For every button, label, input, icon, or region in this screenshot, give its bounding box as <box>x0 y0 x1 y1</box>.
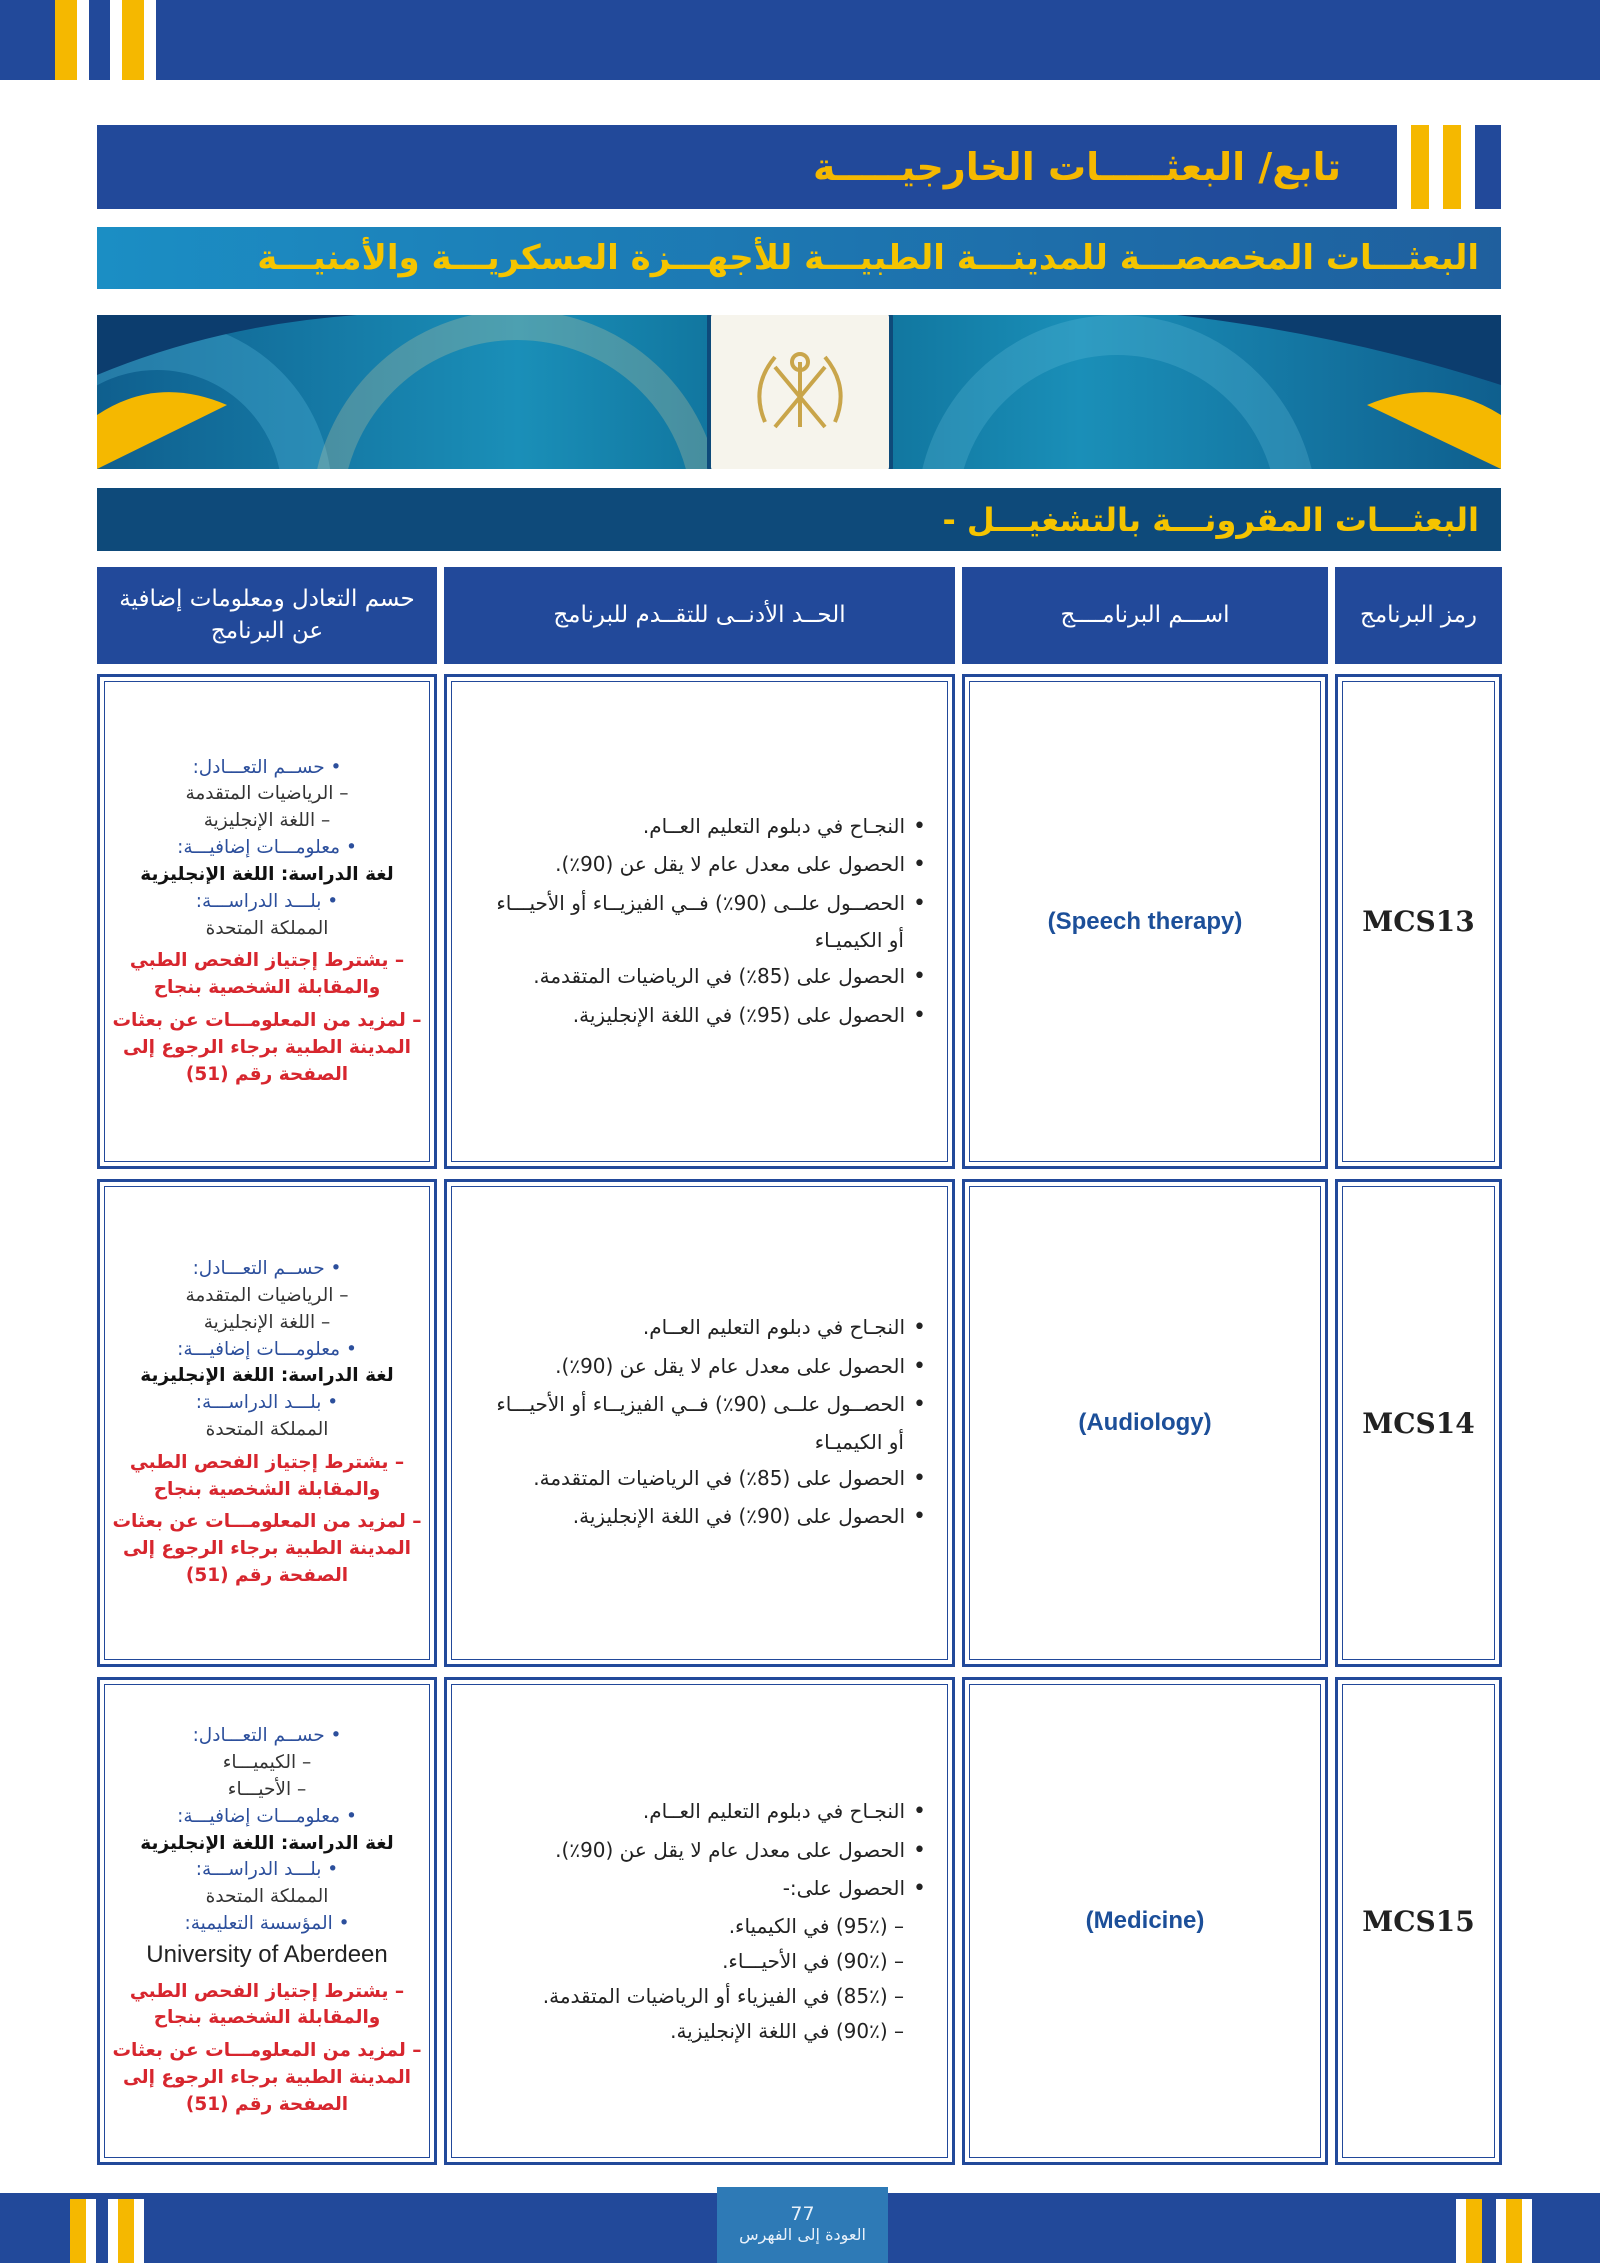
tie-break-item: – اللغة الإنجليزية <box>203 1311 331 1333</box>
requirement-item: الحصول على معدل عام لا يقل عن (90٪). <box>543 1832 926 1871</box>
emblem-icon <box>757 352 843 429</box>
tie-break-label: حســم التعـــادل: <box>100 755 434 782</box>
requirement-item: النجـاح في دبلوم التعليم العــام. <box>496 1309 926 1348</box>
country-label: بلـــد الدراســـة: <box>100 889 434 916</box>
tie-break-label: حســم التعـــادل: <box>100 1723 434 1750</box>
program-code: MCS15 <box>1335 1677 1502 2165</box>
extra-info-label: معلومـــات إضافيـــة: <box>100 835 434 862</box>
study-language: لغة الدراسة: اللغة الإنجليزية <box>140 1365 394 1387</box>
extra-info-label: معلومـــات إضافيـــة: <box>100 1337 434 1364</box>
tie-break-item: – الرياضيات المتقدمة <box>185 1284 349 1306</box>
tie-break-item: – اللغة الإنجليزية <box>203 810 331 832</box>
top-band <box>0 0 1600 80</box>
header-info: حسم التعادل ومعلومات إضافية عن البرنامج <box>97 567 437 664</box>
section-header: - البعثـــات المقرونـــة بالتشغيـــل <box>97 488 1501 551</box>
page-title: تابع/ البعثـــــات الخارجيـــــة <box>813 145 1341 189</box>
header-name: اســـم البرنامــــج <box>962 567 1328 664</box>
tie-break-item: – الأحيـــاء <box>227 1778 307 1800</box>
page-title-bar: تابع/ البعثـــــات الخارجيـــــة <box>97 125 1501 209</box>
requirement-item: النجـاح في دبلوم التعليم العــام. <box>543 1793 926 1832</box>
requirement-item: – (95٪) في الكيمياء. <box>728 1913 904 1938</box>
header-min-requirements: الحــد الأدنــى للتقــدم للبرنامج <box>444 567 955 664</box>
country-label: بلـــد الدراســـة: <box>100 1390 434 1417</box>
medical-exam-note: – يشترط إجتياز الفحص الطبي والمقابلة الش… <box>129 1980 405 2029</box>
requirement-item: – (85٪) في الفيزياء أو الرياضيات المتقدم… <box>542 1983 904 2008</box>
requirement-item: الحصول على (85٪) في الرياضيات المتقدمة. <box>496 1460 926 1499</box>
more-info-note: – لمزيد من المعلومـــات عن بعثات المدينة… <box>112 1511 422 1587</box>
more-info-note: – لمزيد من المعلومـــات عن بعثات المدينة… <box>112 1009 422 1085</box>
requirement-item: الحصول على (85٪) في الرياضيات المتقدمة. <box>496 958 926 997</box>
program-code: MCS13 <box>1335 674 1502 1169</box>
page-number: 77 <box>790 2203 815 2225</box>
program-code: MCS14 <box>1335 1179 1502 1667</box>
tie-break-item: – الكيميـــاء <box>222 1752 312 1774</box>
tie-break-item: – الرياضيات المتقدمة <box>185 783 349 805</box>
emblem-logo <box>707 315 893 469</box>
program-name: (Audiology) <box>962 1179 1328 1667</box>
extra-info-label: معلومـــات إضافيـــة: <box>100 1804 434 1831</box>
back-to-index-link[interactable]: العودة إلى الفهرس <box>739 2225 866 2244</box>
info-cell: حســم التعـــادل: – الرياضيات المتقدمة – … <box>97 674 437 1169</box>
program-name: (Speech therapy) <box>962 674 1328 1169</box>
study-language: لغة الدراسة: اللغة الإنجليزية <box>140 1832 394 1854</box>
info-cell: حســم التعـــادل: – الرياضيات المتقدمة – … <box>97 1179 437 1667</box>
medical-exam-note: – يشترط إجتياز الفحص الطبي والمقابلة الش… <box>129 950 405 999</box>
requirement-item: الحصــول علــى (90٪) فــي الفيزيــاء أو … <box>496 1386 926 1425</box>
page-nav[interactable]: 77 العودة إلى الفهرس <box>717 2187 888 2263</box>
requirement-item: أو الكيميـاء <box>814 1429 904 1454</box>
min-requirements-cell: النجـاح في دبلوم التعليم العــام.الحصول … <box>444 1179 955 1667</box>
subtitle-bar: البعثـــات المخصصـــة للمدينـــة الطبيــ… <box>97 227 1501 289</box>
requirement-item: – (90٪) في اللغة الإنجليزية. <box>670 2018 904 2043</box>
requirement-item: – (90٪) في الأحيـــاء. <box>722 1948 904 1973</box>
requirement-item: الحصول على (90٪) في اللغة الإنجليزية. <box>496 1498 926 1537</box>
country-label: بلـــد الدراســـة: <box>100 1857 434 1884</box>
requirement-item: الحصول على:- <box>543 1870 926 1909</box>
min-requirements-cell: النجـاح في دبلوم التعليم العــام.الحصول … <box>444 674 955 1169</box>
header-code: رمز البرنامج <box>1335 567 1502 664</box>
more-info-note: – لمزيد من المعلومـــات عن بعثات المدينة… <box>112 2040 422 2115</box>
requirement-item: الحصــول علــى (90٪) فــي الفيزيــاء أو … <box>496 885 926 924</box>
requirement-item: أو الكيميـاء <box>814 928 904 953</box>
institution-label: المؤسسة التعليمية: <box>100 1911 434 1938</box>
requirement-item: النجـاح في دبلوم التعليم العــام. <box>496 808 926 847</box>
medical-exam-note: – يشترط إجتياز الفحص الطبي والمقابلة الش… <box>129 1451 405 1500</box>
info-cell: حســم التعـــادل: – الكيميـــاء – الأحيــ… <box>97 1677 437 2165</box>
study-country: المملكة المتحدة <box>205 1886 329 1908</box>
study-country: المملكة المتحدة <box>205 917 329 939</box>
banner <box>97 315 1501 469</box>
program-name: (Medicine) <box>962 1677 1328 2165</box>
subtitle: البعثـــات المخصصـــة للمدينـــة الطبيــ… <box>257 238 1479 278</box>
requirement-item: الحصول على (95٪) في اللغة الإنجليزية. <box>496 997 926 1036</box>
study-country: المملكة المتحدة <box>205 1419 329 1440</box>
section-title: - البعثـــات المقرونـــة بالتشغيـــل <box>942 500 1479 539</box>
study-language: لغة الدراسة: اللغة الإنجليزية <box>140 863 394 885</box>
requirement-item: الحصول على معدل عام لا يقل عن (90٪). <box>496 846 926 885</box>
min-requirements-cell: النجـاح في دبلوم التعليم العــام.الحصول … <box>444 1677 955 2165</box>
tie-break-label: حســم التعـــادل: <box>100 1256 434 1283</box>
requirement-item: الحصول على معدل عام لا يقل عن (90٪). <box>496 1348 926 1387</box>
institution: University of Aberdeen <box>146 1940 388 1968</box>
